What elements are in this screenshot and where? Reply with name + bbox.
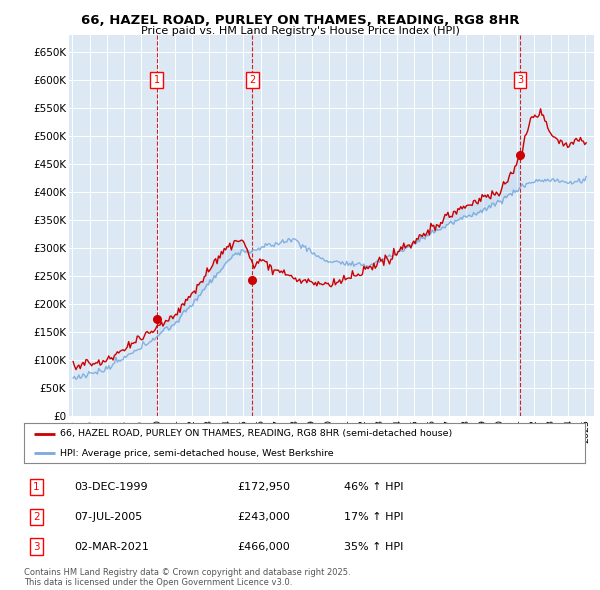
Text: 66, HAZEL ROAD, PURLEY ON THAMES, READING, RG8 8HR (semi-detached house): 66, HAZEL ROAD, PURLEY ON THAMES, READIN… [61, 430, 453, 438]
Text: 2: 2 [33, 512, 40, 522]
Text: 35% ↑ HPI: 35% ↑ HPI [344, 542, 403, 552]
Text: 46% ↑ HPI: 46% ↑ HPI [344, 482, 403, 492]
Text: 1: 1 [154, 75, 160, 85]
Text: 03-DEC-1999: 03-DEC-1999 [74, 482, 148, 492]
Text: 17% ↑ HPI: 17% ↑ HPI [344, 512, 403, 522]
Text: Price paid vs. HM Land Registry's House Price Index (HPI): Price paid vs. HM Land Registry's House … [140, 26, 460, 36]
Text: 07-JUL-2005: 07-JUL-2005 [74, 512, 143, 522]
Text: 02-MAR-2021: 02-MAR-2021 [74, 542, 149, 552]
Text: Contains HM Land Registry data © Crown copyright and database right 2025.
This d: Contains HM Land Registry data © Crown c… [24, 568, 350, 587]
Text: 2: 2 [249, 75, 256, 85]
Text: £243,000: £243,000 [237, 512, 290, 522]
Text: 66, HAZEL ROAD, PURLEY ON THAMES, READING, RG8 8HR: 66, HAZEL ROAD, PURLEY ON THAMES, READIN… [81, 14, 519, 27]
Text: 1: 1 [33, 482, 40, 492]
Text: £466,000: £466,000 [237, 542, 290, 552]
Text: 3: 3 [517, 75, 523, 85]
Text: £172,950: £172,950 [237, 482, 290, 492]
Text: HPI: Average price, semi-detached house, West Berkshire: HPI: Average price, semi-detached house,… [61, 448, 334, 458]
Text: 3: 3 [33, 542, 40, 552]
